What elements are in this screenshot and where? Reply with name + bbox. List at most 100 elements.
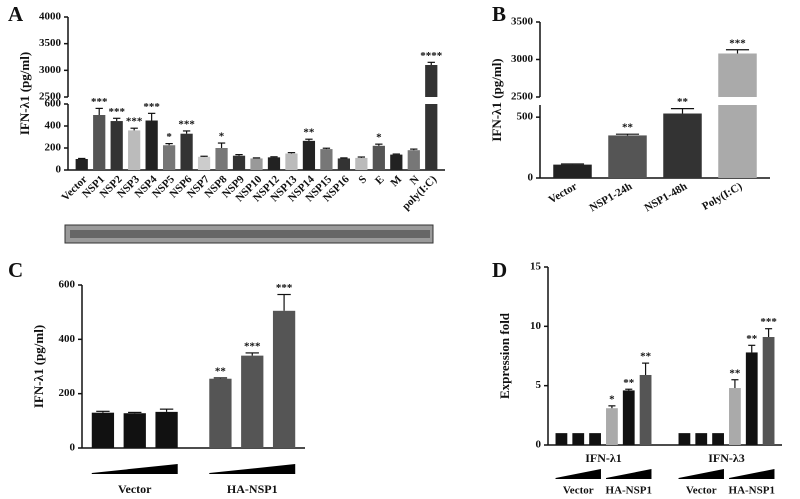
bar (425, 65, 438, 170)
bar (606, 408, 618, 445)
significance: *** (178, 118, 195, 130)
group-label: IFN-λ1 (585, 451, 622, 465)
significance: *** (276, 282, 293, 294)
y-tick-label: 600 (45, 98, 62, 110)
subgroup-label: HA-NSP1 (606, 485, 652, 497)
y-tick-label: 500 (517, 111, 534, 123)
blot-band (70, 230, 430, 238)
dose-wedge (729, 469, 775, 479)
y-tick-label: 600 (59, 279, 76, 291)
x-tick-label: NSP1-48h (643, 180, 690, 214)
significance: * (376, 132, 382, 144)
bar (215, 148, 228, 170)
bar (572, 433, 585, 445)
significance: *** (91, 96, 108, 108)
y-tick-label: 5 (536, 379, 542, 391)
bar (163, 145, 176, 170)
y-tick-label: 2500 (39, 91, 62, 103)
bar (729, 388, 741, 445)
panel-label: D (492, 258, 507, 282)
y-tick-label: 15 (530, 261, 542, 273)
x-tick-label: NSP1-24h (588, 180, 635, 214)
x-tick-label: S (356, 173, 369, 186)
y-tick-label: 400 (45, 120, 62, 132)
dose-wedge (678, 469, 724, 479)
bar (608, 135, 647, 178)
y-axis-label: IFN-λ1 (pg/ml) (17, 52, 32, 135)
bar (232, 155, 246, 170)
significance: ** (215, 365, 227, 377)
group-label: Vector (118, 482, 152, 496)
dose-wedge (555, 469, 601, 479)
significance: *** (244, 340, 261, 352)
panel-label: A (8, 2, 24, 26)
x-tick-label: E (373, 173, 387, 187)
bar (390, 154, 403, 170)
western-blot (64, 224, 434, 244)
y-tick-label: 400 (59, 333, 76, 345)
subgroup-label: Vector (686, 485, 717, 497)
y-tick-label: 0 (528, 172, 534, 184)
y-tick-label: 200 (59, 387, 76, 399)
dose-wedge (91, 464, 178, 474)
bar (267, 157, 281, 170)
bar (93, 115, 106, 170)
significance: * (219, 131, 225, 143)
bar (407, 150, 420, 170)
bar (302, 140, 316, 170)
y-axis-label: IFN-λ1 (pg/ml) (31, 325, 46, 408)
subgroup-label: HA-NSP1 (729, 485, 775, 497)
bar (712, 433, 724, 445)
bar (75, 159, 88, 170)
bar (320, 149, 333, 170)
bar (209, 378, 232, 448)
bar (678, 433, 691, 445)
bar (250, 158, 263, 170)
significance: ** (303, 127, 315, 139)
x-tick-label: poly(I:C) (400, 173, 439, 212)
axis-break (717, 97, 758, 105)
y-tick-label: 3000 (511, 53, 534, 65)
y-tick-label: 0 (536, 439, 542, 451)
bar (355, 157, 368, 170)
significance: ** (677, 96, 689, 108)
x-tick-label: Poly(I:C) (700, 180, 744, 213)
bar (180, 133, 193, 170)
significance: * (166, 131, 172, 143)
x-tick-label: Vector (547, 180, 580, 206)
bar (622, 390, 635, 445)
y-tick-label: 4000 (39, 11, 62, 23)
significance: ** (729, 367, 741, 379)
bar (155, 411, 178, 448)
y-tick-label: 3500 (39, 37, 62, 49)
bar (745, 352, 758, 445)
bar (762, 337, 775, 445)
bar (589, 433, 601, 445)
y-tick-label: 10 (530, 320, 542, 332)
subgroup-label: Vector (563, 485, 594, 497)
y-tick-label: 2500 (511, 91, 534, 103)
bar (372, 145, 385, 170)
significance: ** (746, 333, 758, 345)
dose-wedge (606, 469, 652, 479)
bar (695, 433, 708, 445)
bar (128, 130, 141, 170)
bar (123, 413, 146, 448)
significance: * (609, 393, 615, 405)
y-tick-label: 200 (45, 142, 62, 154)
significance: ** (623, 377, 635, 389)
y-tick-label: 3500 (511, 16, 534, 28)
y-axis-label: IFN-λ1 (pg/ml) (489, 58, 504, 141)
significance: *** (126, 116, 143, 128)
panel-label: B (492, 2, 506, 26)
group-label: IFN-λ3 (708, 451, 745, 465)
group-label: HA-NSP1 (227, 482, 278, 496)
significance: **** (420, 50, 443, 62)
bar (639, 374, 652, 445)
y-tick-label: 0 (70, 442, 76, 454)
bar (110, 121, 123, 170)
x-tick-label: M (388, 173, 404, 189)
y-tick-label: 0 (56, 164, 62, 176)
